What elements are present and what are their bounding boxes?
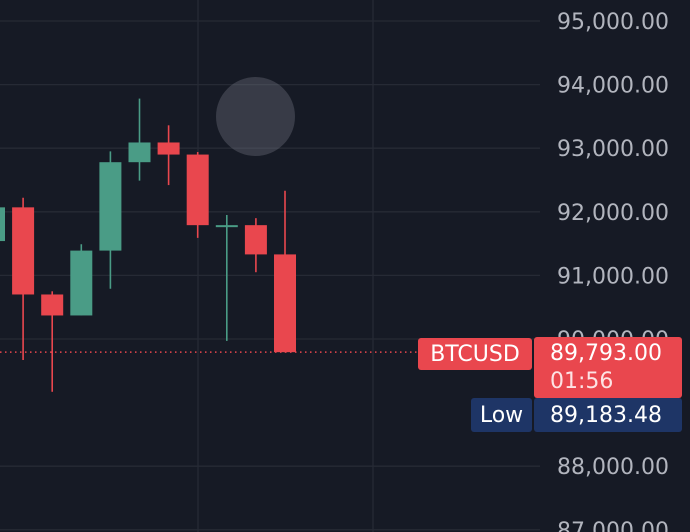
candle-body	[99, 162, 122, 251]
symbol-label: BTCUSD	[430, 341, 520, 367]
low-value: 89,183.48	[550, 402, 662, 428]
low-value-tag: 89,183.48	[534, 398, 682, 432]
low-tag: Low	[471, 398, 532, 432]
current-price-tag: 89,793.00 01:56	[534, 337, 682, 398]
y-tick-label: 88,000.00	[557, 455, 669, 480]
y-tick-label: 95,000.00	[557, 10, 669, 35]
y-tick-label: 94,000.00	[557, 74, 669, 99]
candle-body	[157, 142, 180, 155]
candle-body	[70, 250, 93, 316]
candle-body	[0, 207, 5, 242]
low-label: Low	[479, 402, 524, 428]
candle-body	[244, 225, 267, 255]
y-tick-label: 92,000.00	[557, 201, 669, 226]
y-tick-label: 87,000.00	[557, 519, 669, 532]
candle-body	[128, 142, 151, 163]
candle-body	[215, 225, 238, 228]
bar-countdown: 01:56	[550, 369, 614, 394]
y-tick-label: 93,000.00	[557, 137, 669, 162]
candle-body	[12, 207, 35, 295]
symbol-tag: BTCUSD	[418, 338, 532, 370]
y-tick-label: 91,000.00	[557, 264, 669, 289]
crosshair-cursor	[216, 77, 295, 156]
candle-body	[274, 254, 296, 353]
candle-body	[41, 294, 64, 316]
current-price-value: 89,793.00	[550, 341, 662, 366]
candle-body	[186, 154, 209, 226]
